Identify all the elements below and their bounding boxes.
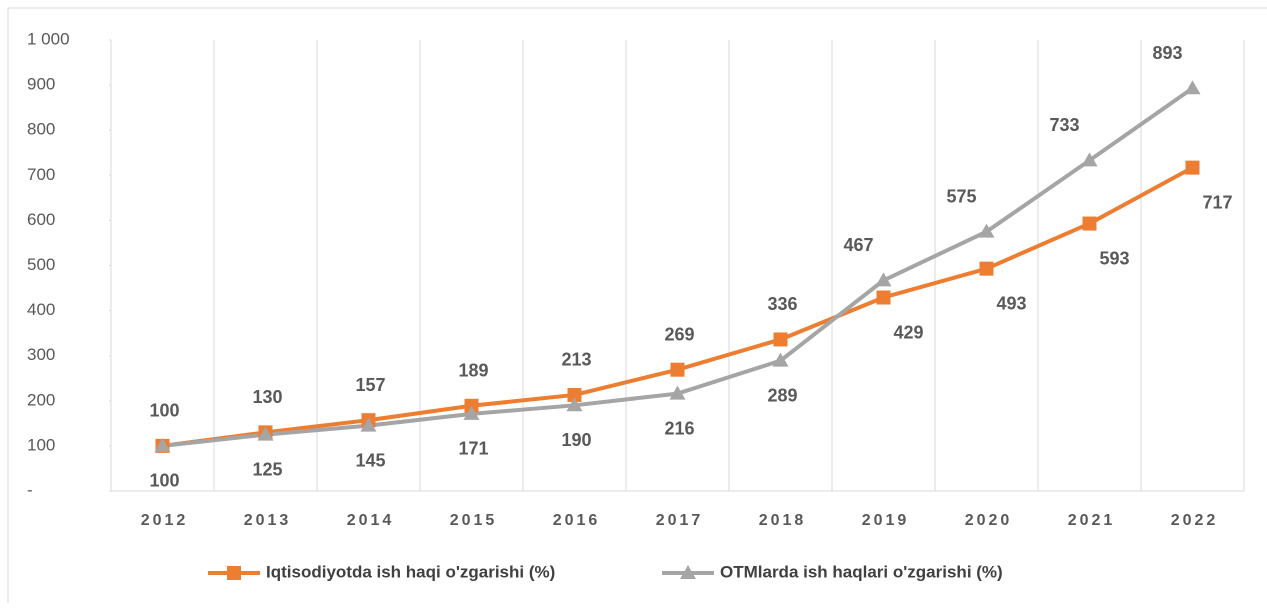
legend-label: Iqtisodiyotda ish haqi o'zgarishi (%) xyxy=(266,562,555,581)
data-label: 145 xyxy=(355,450,385,470)
marker xyxy=(566,397,583,412)
marker xyxy=(463,405,480,420)
y-tick-label: 600 xyxy=(27,210,55,229)
data-label: 429 xyxy=(893,322,923,342)
marker xyxy=(1184,80,1201,95)
data-label: 190 xyxy=(561,430,591,450)
data-label: 100 xyxy=(149,471,179,491)
x-tick-label: 2021 xyxy=(1068,512,1116,529)
data-label: 216 xyxy=(664,418,694,438)
marker xyxy=(979,261,994,276)
data-label: 336 xyxy=(767,294,797,314)
y-tick-label: 300 xyxy=(27,345,55,364)
data-label: 575 xyxy=(946,186,976,206)
marker xyxy=(464,398,479,413)
marker xyxy=(876,290,891,305)
marker xyxy=(773,332,788,347)
marker xyxy=(360,417,377,432)
marker xyxy=(1081,152,1098,167)
data-label: 893 xyxy=(1152,43,1182,63)
data-label: 130 xyxy=(252,387,282,407)
marker xyxy=(680,565,696,579)
x-tick-label: 2018 xyxy=(759,512,807,529)
y-tick-label: 1 000 xyxy=(27,29,70,48)
y-tick-label: 500 xyxy=(27,255,55,274)
y-tick-label: 800 xyxy=(27,120,55,139)
marker xyxy=(1185,160,1200,175)
x-tick-label: 2022 xyxy=(1171,512,1219,529)
y-tick-label: - xyxy=(27,480,33,499)
x-tick-label: 2014 xyxy=(347,512,395,529)
chart-border xyxy=(7,7,1267,608)
data-label: 289 xyxy=(767,385,797,405)
marker xyxy=(875,272,892,287)
data-label: 593 xyxy=(1099,248,1129,268)
marker xyxy=(257,426,274,441)
marker xyxy=(669,385,686,400)
marker xyxy=(772,352,789,367)
data-label: 189 xyxy=(458,361,488,381)
data-label: 171 xyxy=(458,439,488,459)
data-label: 100 xyxy=(149,401,179,421)
data-label: 733 xyxy=(1049,115,1079,135)
x-tick-label: 2013 xyxy=(244,512,292,529)
marker xyxy=(154,437,171,452)
x-tick-label: 2012 xyxy=(141,512,189,529)
x-tick-label: 2017 xyxy=(656,512,704,529)
x-tick-label: 2015 xyxy=(450,512,498,529)
marker xyxy=(978,223,995,238)
y-tick-label: 200 xyxy=(27,390,55,409)
legend-label: OTMlarda ish haqlari o'zgarishi (%) xyxy=(720,562,1003,581)
data-label: 157 xyxy=(355,375,385,395)
data-label: 269 xyxy=(664,324,694,344)
data-label: 717 xyxy=(1202,192,1232,212)
marker xyxy=(1082,216,1097,231)
x-tick-label: 2019 xyxy=(862,512,910,529)
y-tick-label: 400 xyxy=(27,300,55,319)
marker xyxy=(670,362,685,377)
x-tick-label: 2016 xyxy=(553,512,601,529)
x-tick-label: 2020 xyxy=(965,512,1013,529)
y-tick-label: 100 xyxy=(27,435,55,454)
data-label: 493 xyxy=(996,293,1026,313)
y-tick-label: 900 xyxy=(27,75,55,94)
data-label: 467 xyxy=(843,235,873,255)
data-label: 213 xyxy=(561,350,591,370)
marker xyxy=(567,387,582,402)
data-label: 125 xyxy=(252,459,282,479)
y-tick-label: 700 xyxy=(27,165,55,184)
marker xyxy=(227,566,241,580)
